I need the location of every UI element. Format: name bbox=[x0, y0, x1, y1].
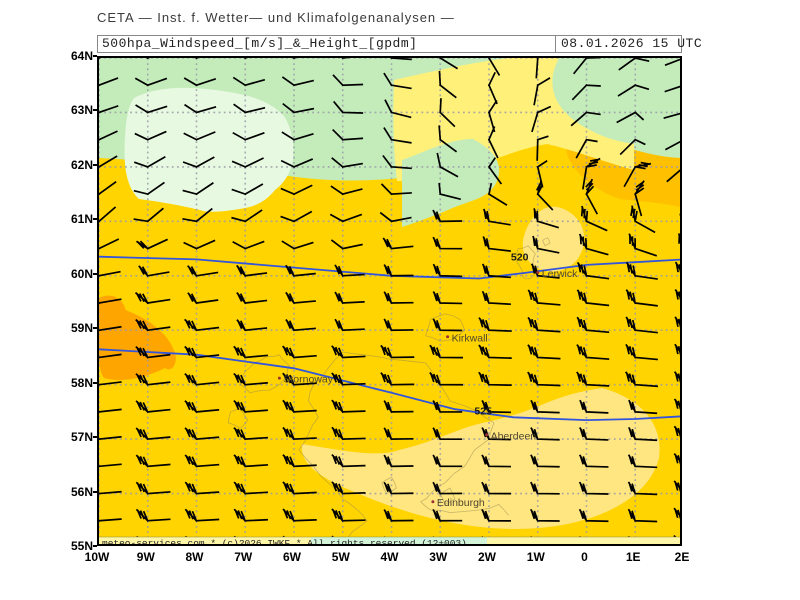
svg-text:Aberdeen: Aberdeen bbox=[491, 430, 537, 442]
svg-text:Edinburgh: Edinburgh bbox=[437, 497, 485, 509]
svg-text:meteo-services.com * (c)2026 I: meteo-services.com * (c)2026 IWKF * All … bbox=[102, 538, 467, 546]
svg-text:Kirkwall: Kirkwall bbox=[452, 332, 488, 344]
svg-text:525: 525 bbox=[474, 406, 492, 418]
svg-text:Stornoway: Stornoway bbox=[283, 374, 333, 386]
svg-text:520: 520 bbox=[511, 252, 529, 264]
svg-text:Lerwick: Lerwick bbox=[542, 268, 578, 280]
